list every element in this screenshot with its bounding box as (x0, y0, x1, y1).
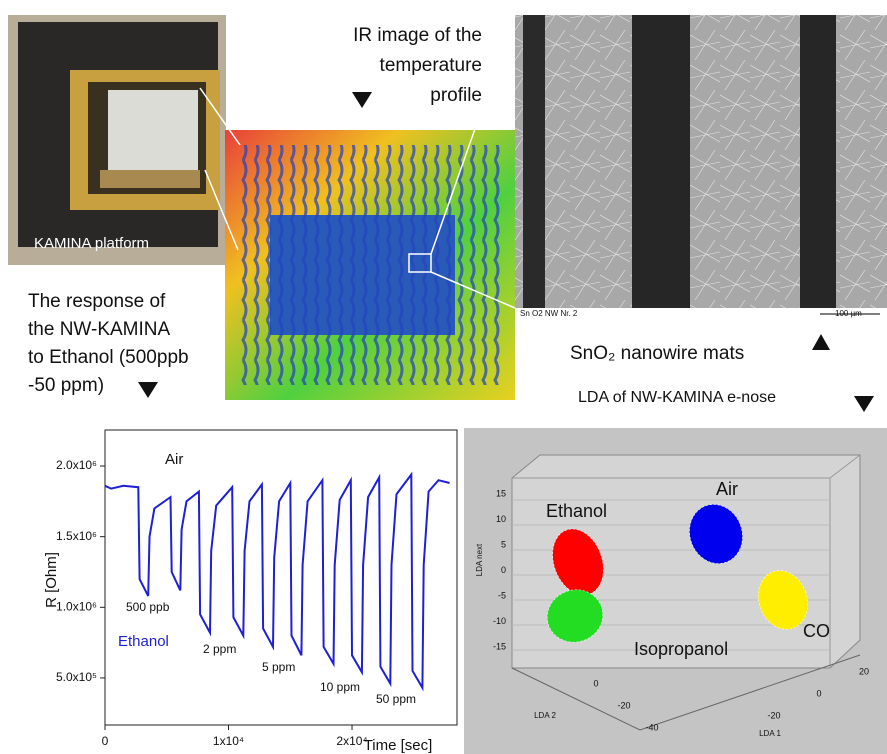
caption-line: The response of (28, 291, 166, 312)
arrow-down (138, 382, 158, 398)
y-tick-label: 1.0x10⁶ (56, 599, 97, 613)
response-caption: The response of the NW-KAMINA to Ethanol (… (28, 291, 189, 396)
ir-caption: IR image of the temperature profile (353, 25, 482, 106)
y-axis-title: LDA 2 (534, 711, 556, 720)
y-tick-label: 1.5x10⁶ (56, 529, 97, 543)
x-tick-label: -20 (767, 710, 780, 720)
y-tick-label: 2.0x10⁶ (56, 458, 97, 472)
arrow-down (352, 92, 372, 108)
z-tick-label: -5 (498, 590, 506, 600)
x-axis-title: Time [sec] (364, 737, 433, 754)
sem-caption: SnO₂ nanowire mats (570, 343, 744, 364)
caption-line: IR image of the (353, 25, 482, 46)
annotation: Air (165, 451, 183, 468)
sem-caption-left: Sn O2 NW Nr. 2 (520, 309, 578, 318)
annotation: 500 ppb (126, 600, 170, 614)
z-tick-label: 0 (501, 565, 506, 575)
platform-label: KAMINA platform (34, 235, 149, 252)
cluster-label: Air (716, 479, 738, 499)
annotation: 10 ppm (320, 680, 360, 694)
caption-line: the NW-KAMINA (28, 319, 171, 340)
x-axis-title: LDA 1 (759, 729, 781, 738)
cluster-label: CO (803, 621, 830, 641)
y-tick-label: -20 (617, 700, 630, 710)
z-tick-label: -10 (493, 616, 506, 626)
figure: KAMINA platform Sn O2 NW Nr. 2 100 µm IR… (0, 0, 887, 754)
sem-image (515, 15, 887, 320)
caption-line: to Ethanol (500ppb (28, 347, 189, 368)
y-tick-label: 0 (593, 678, 598, 688)
y-tick-label: 5.0x10⁵ (56, 670, 97, 684)
annotation: 50 ppm (376, 692, 416, 706)
platform-photo (8, 15, 226, 265)
cluster-label: Isopropanol (634, 639, 728, 659)
x-tick-label: 0 (102, 734, 109, 748)
caption-line: profile (430, 85, 482, 106)
x-tick-label: 20 (859, 666, 869, 676)
x-tick-label: 1x10⁴ (213, 734, 244, 748)
cluster-label: Ethanol (546, 501, 607, 521)
x-tick-label: 0 (816, 688, 821, 698)
z-tick-label: 15 (496, 488, 506, 498)
annotation: 5 ppm (262, 660, 295, 674)
y-axis-title: R [Ohm] (43, 552, 60, 608)
plot-frame (105, 430, 457, 725)
lda-panel (464, 428, 887, 754)
lda-title: LDA of NW-KAMINA e-nose (578, 389, 776, 406)
sem-scale-bar: 100 µm (835, 309, 862, 318)
ir-image (225, 130, 515, 400)
caption-line: -50 ppm) (28, 375, 104, 396)
z-tick-label: 5 (501, 539, 506, 549)
y-tick-label: -40 (645, 722, 658, 732)
z-tick-label: 10 (496, 514, 506, 524)
arrow-up (812, 334, 830, 350)
arrow-down (854, 396, 874, 412)
annotation: 2 ppm (203, 642, 236, 656)
z-axis-title: LDA next (475, 543, 484, 576)
caption-line: temperature (380, 55, 482, 76)
z-tick-label: -15 (493, 641, 506, 651)
annotation: Ethanol (118, 633, 169, 650)
